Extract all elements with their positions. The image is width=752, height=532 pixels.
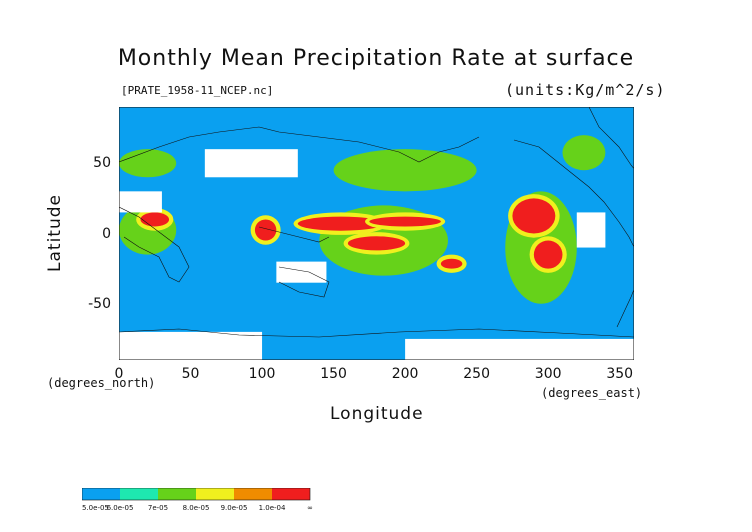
colorbar-label-1: 6.0e-05 bbox=[107, 504, 134, 512]
heavy-precip-region-6 bbox=[140, 212, 170, 227]
missing-data-region-3 bbox=[119, 191, 162, 213]
x-tick-label-50: 50 bbox=[181, 366, 200, 382]
heavy-precip-region-2 bbox=[369, 216, 441, 227]
x-tick-label-300: 300 bbox=[534, 366, 562, 382]
y-tick-label-50: 50 bbox=[93, 155, 111, 172]
heavy-precip-region-4 bbox=[512, 198, 556, 234]
x-tick-label-100: 100 bbox=[248, 366, 276, 382]
file-label: [PRATE_1958-11_NCEP.nc] bbox=[121, 84, 274, 97]
moderate-precip-region-4 bbox=[562, 135, 606, 171]
colorbar-label-2: 7e-05 bbox=[148, 504, 168, 512]
moderate-precip-region-3 bbox=[333, 149, 477, 192]
heavy-precip-region-1 bbox=[297, 216, 384, 231]
colorbar-swatch-1 bbox=[120, 488, 158, 500]
colorbar-swatch-5 bbox=[272, 488, 310, 500]
y-tick-label--50: -50 bbox=[88, 295, 111, 312]
heavy-precip-region-3 bbox=[347, 236, 406, 251]
x-axis-unit: (degrees_east) bbox=[541, 386, 643, 400]
x-tick-label-200: 200 bbox=[391, 366, 419, 382]
heavy-precip-region-5 bbox=[533, 240, 563, 269]
colorbar-swatch-0 bbox=[82, 488, 120, 500]
missing-data-region-0 bbox=[119, 331, 263, 360]
missing-data-region-1 bbox=[405, 338, 634, 360]
colorbar-label-0: 5.0e-05 bbox=[82, 504, 109, 512]
y-axis-unit: (degrees_north) bbox=[47, 376, 156, 390]
colorbar: 5.0e-056.0e-05 7e-05 8.0e-05 9.0e-05 1.0e-04… bbox=[82, 488, 313, 512]
x-tick-label-250: 250 bbox=[463, 366, 490, 382]
missing-data-region-5 bbox=[576, 212, 606, 248]
heavy-precip-region-0 bbox=[254, 219, 277, 241]
colorbar-swatch-3 bbox=[196, 488, 234, 500]
y-axis-label: Latitude bbox=[45, 194, 65, 272]
colorbar-swatch-2 bbox=[158, 488, 196, 500]
x-tick-label-350: 350 bbox=[606, 366, 634, 382]
missing-data-region-2 bbox=[204, 149, 298, 178]
coastline-maritime bbox=[258, 226, 330, 298]
heavy-precip-region-7 bbox=[440, 258, 463, 269]
colorbar-frame bbox=[82, 488, 311, 501]
colorbar-label-6: ∞ bbox=[307, 504, 313, 512]
colorbar-swatch-4 bbox=[234, 488, 272, 500]
colorbar-label-4: 9.0e-05 bbox=[221, 504, 248, 512]
heatmap-plot bbox=[119, 107, 634, 360]
coastline-americas bbox=[513, 107, 634, 328]
moderate-precip-region-5 bbox=[119, 149, 177, 178]
y-tick-label-0: 0 bbox=[102, 225, 111, 242]
coastline-antarctica bbox=[119, 328, 634, 338]
missing-data-region-4 bbox=[276, 261, 327, 283]
chart-title: Monthly Mean Precipitation Rate at surfa… bbox=[117, 46, 635, 71]
x-axis-label: Longitude bbox=[330, 404, 424, 424]
x-tick-label-0: 0 bbox=[114, 366, 124, 382]
colorbar-label-3: 8.0e-05 bbox=[183, 504, 210, 512]
x-tick-label-150: 150 bbox=[320, 366, 347, 382]
coastline-africa-eurasia bbox=[119, 126, 480, 283]
units-label: (units:Kg/m^2/s) bbox=[505, 81, 666, 99]
colorbar-label-5: 1.0e-04 bbox=[259, 504, 286, 512]
